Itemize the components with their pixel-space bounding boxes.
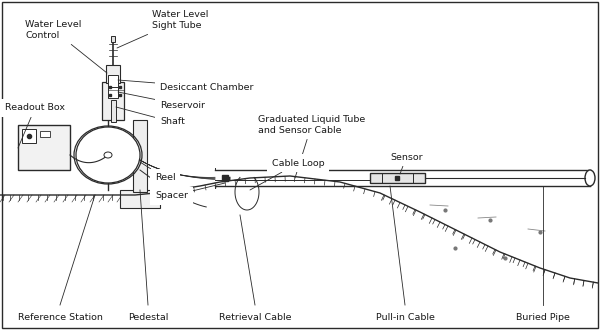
Bar	[120, 190, 160, 208]
Ellipse shape	[585, 170, 595, 186]
Ellipse shape	[104, 152, 112, 158]
Text: Buried Pipe: Buried Pipe	[516, 314, 570, 322]
Text: Desiccant Chamber: Desiccant Chamber	[118, 80, 254, 91]
Bar	[108, 86, 118, 98]
Text: Pull-in Cable: Pull-in Cable	[376, 314, 434, 322]
Bar	[111, 100, 116, 122]
Text: Water Level
Sight Tube: Water Level Sight Tube	[117, 10, 208, 48]
Bar	[22, 129, 36, 143]
Text: Readout Box: Readout Box	[5, 104, 65, 148]
Bar	[108, 75, 118, 87]
Bar	[40, 131, 50, 137]
Text: Cable Loop: Cable Loop	[250, 158, 325, 190]
Bar	[370, 173, 425, 183]
Bar	[18, 125, 70, 170]
Text: Reservoir: Reservoir	[118, 92, 205, 110]
Text: Reference Station: Reference Station	[17, 314, 103, 322]
Bar	[111, 36, 115, 42]
Bar	[102, 82, 124, 120]
Text: Reel: Reel	[140, 162, 176, 182]
Ellipse shape	[76, 127, 140, 183]
Text: Graduated Liquid Tube
and Sensor Cable: Graduated Liquid Tube and Sensor Cable	[258, 115, 365, 178]
Text: Water Level
Control: Water Level Control	[25, 20, 107, 73]
Bar	[133, 120, 147, 192]
Text: Retrieval Cable: Retrieval Cable	[219, 314, 291, 322]
Text: Sensor: Sensor	[390, 152, 422, 174]
Text: Spacer: Spacer	[155, 183, 225, 201]
Text: Pedestal: Pedestal	[128, 314, 168, 322]
Text: Shaft: Shaft	[116, 107, 185, 126]
Bar	[106, 65, 120, 83]
